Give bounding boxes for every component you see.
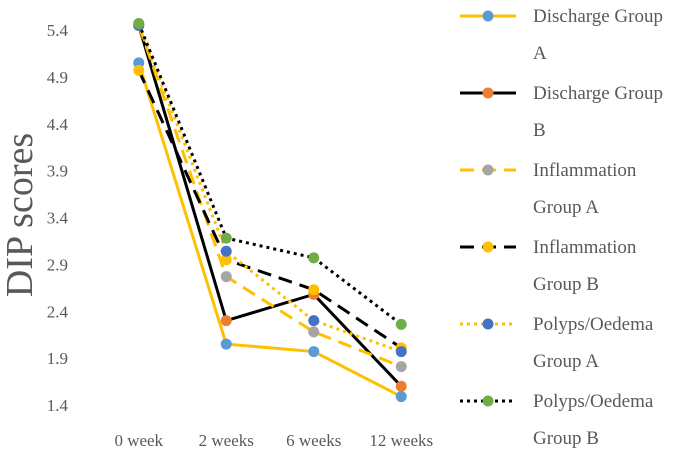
data-point-s5-p1 [220,232,232,244]
data-point-s5-p0 [133,17,145,29]
data-point-s2-p3 [395,361,407,373]
data-point-s3-p0 [133,64,145,76]
data-point-s0-p1 [220,338,232,350]
y-tick-label-2: 4.4 [47,115,69,134]
y-tick-label-8: 1.4 [47,396,69,415]
legend-label-1-line-1: B [533,120,546,141]
data-point-s2-p1 [220,271,232,283]
x-tick-label-1: 2 weeks [199,431,254,450]
y-tick-label-3: 3.9 [47,162,68,181]
data-point-s1-p3 [395,380,407,392]
x-tick-label-3: 12 weeks [369,431,433,450]
x-tick-label-2: 6 weeks [286,431,341,450]
y-tick-label-5: 2.9 [47,255,68,274]
series-line-0 [137,62,402,398]
legend-label-4-line-0: Polyps/Oedema [533,314,654,335]
legend-label-2-line-0: Inflammation [533,160,637,181]
legend-label-0-line-1: A [533,43,547,64]
series-line-4 [137,24,402,353]
legend-label-2-line-1: Group A [533,197,599,218]
data-point-s1-p1 [220,315,232,327]
data-point-s4-p2 [308,315,320,327]
data-point-s0-p2 [308,346,320,358]
data-point-s3-p1 [220,254,232,266]
data-point-s0-p3 [395,391,407,403]
data-point-s4-p3 [395,346,407,358]
legend-marker-5 [482,395,494,407]
x-tick-label-0: 0 week [114,431,163,450]
legend-label-5-line-1: Group B [533,428,599,449]
legend-label-4-line-1: Group A [533,351,599,372]
legend-label-1-line-0: Discharge Group [533,83,663,104]
data-point-s5-p2 [308,252,320,264]
legend-label-0-line-0: Discharge Group [533,6,663,27]
legend-marker-2 [482,164,494,176]
y-tick-label-1: 4.9 [47,68,68,87]
legend-label-3-line-0: Inflammation [533,237,637,258]
legend-label-3-line-1: Group B [533,274,599,295]
y-tick-label-7: 1.9 [47,349,68,368]
series-line-1 [137,24,403,388]
legend-marker-3 [482,241,494,253]
y-tick-label-6: 2.4 [47,302,69,321]
y-tick-label-4: 3.4 [47,209,69,228]
y-axis-title: DIP scores [0,133,41,297]
legend-marker-0 [482,10,494,22]
legend: Discharge Group A Discharge Group B Inflamma… [460,6,663,449]
y-tick-label-0: 5.4 [47,21,69,40]
series-markers [133,17,407,403]
legend-marker-4 [482,318,494,330]
series-line-5 [137,22,403,326]
data-point-s3-p2 [308,284,320,296]
x-axis-ticks: 0 week 2 weeks 6 weeks 12 weeks [114,431,433,450]
series-line-2 [137,24,402,368]
legend-label-5-line-0: Polyps/Oedema [533,391,654,412]
data-point-s5-p3 [395,318,407,330]
series-lines [137,22,403,398]
series-line-3 [137,69,403,350]
data-point-s2-p2 [308,326,320,338]
y-axis-ticks: 5.4 4.9 4.4 3.9 3.4 2.9 2.4 1.9 1.4 [47,21,69,415]
data-point-s4-p1 [220,245,232,257]
legend-marker-1 [482,87,494,99]
